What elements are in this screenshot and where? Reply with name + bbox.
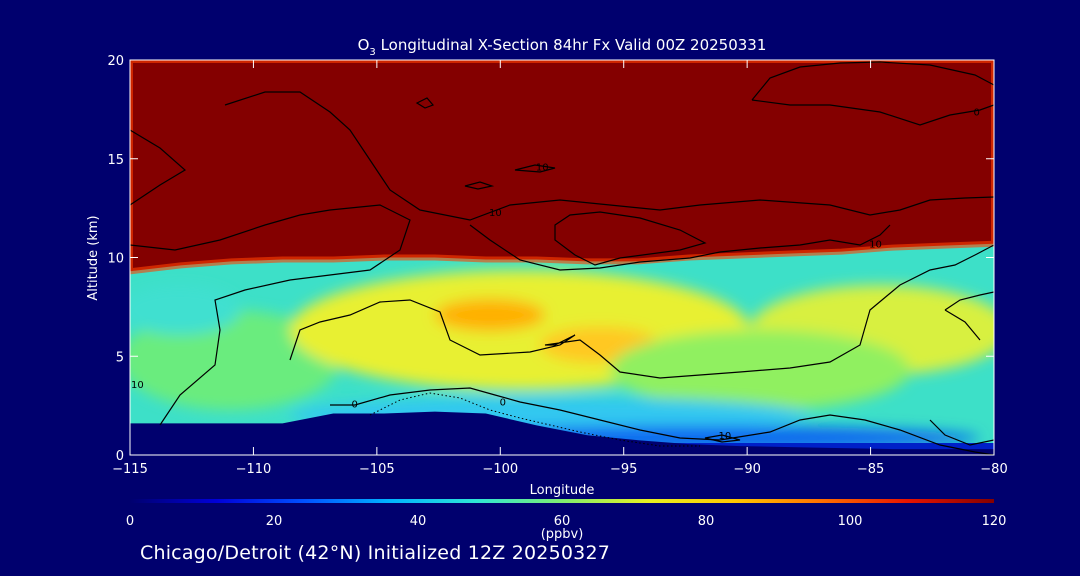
chart-title: O3 Longitudinal X-Section 84hr Fx Valid … <box>358 36 767 58</box>
x-tick-label: −95 <box>610 462 637 477</box>
colorbar-tick-label: 40 <box>410 514 427 529</box>
contour-line <box>704 434 741 443</box>
colorbar-tick-label: 80 <box>698 514 715 529</box>
y-tick-label: 20 <box>107 54 124 69</box>
contour-label: 10 <box>536 163 549 174</box>
x-tick-label: −80 <box>980 462 1007 477</box>
contour-line <box>464 181 495 190</box>
contour-label: 0 <box>974 107 980 118</box>
terrain-mask <box>130 411 994 455</box>
y-axis: 0 5 10 15 20 <box>107 54 994 464</box>
x-tick-label: −85 <box>857 462 884 477</box>
y-tick-label: 15 <box>107 153 124 168</box>
colorbar-tick-label: 120 <box>982 514 1007 529</box>
contour-line <box>929 419 994 446</box>
contour-line <box>224 91 994 221</box>
contour-line <box>330 387 994 455</box>
y-tick-label: 0 <box>116 449 124 464</box>
y-axis-label: Altitude (km) <box>86 215 101 300</box>
contour-line <box>469 224 891 271</box>
contour-line <box>944 309 981 341</box>
ozone-region-green-west <box>130 310 340 410</box>
colorbar-tick-label: 60 <box>554 514 571 529</box>
colorbar-ticks: 0 20 40 60 80 100 120 <box>126 514 1007 529</box>
plot-area: 10 0 0 10 10 10 10 0 <box>130 60 994 455</box>
contour-label: 0 <box>500 398 506 409</box>
contour-line <box>554 211 707 266</box>
contour-line <box>130 204 411 426</box>
contour-line <box>130 129 187 206</box>
contour-line <box>514 164 556 173</box>
footer-caption: Chicago/Detroit (42°N) Initialized 12Z 2… <box>140 542 611 564</box>
colorbar-tick-label: 20 <box>266 514 283 529</box>
contour-line <box>944 291 994 311</box>
y-tick-label: 10 <box>107 252 124 267</box>
ozone-region-cyan-west <box>130 285 240 335</box>
x-axis-label: Longitude <box>530 483 595 498</box>
contour-label: 10 <box>719 431 732 442</box>
contour-label: 10 <box>489 208 502 219</box>
contour-label: 10 <box>869 240 882 251</box>
contour-labels: 10 0 0 10 10 10 10 0 <box>131 107 980 442</box>
contour-lines <box>130 61 994 455</box>
contour-line <box>415 97 435 109</box>
ozone-region-orange-peak <box>435 299 545 331</box>
x-tick-label: −115 <box>112 462 148 477</box>
x-tick-label: −90 <box>733 462 760 477</box>
colorbar-tick-label: 0 <box>126 514 134 529</box>
x-tick-label: −105 <box>359 462 395 477</box>
colorbar-tick-label: 100 <box>838 514 863 529</box>
contour-label: 0 <box>351 400 357 411</box>
x-tick-label: −100 <box>482 462 518 477</box>
x-axis: −115 −110 −105 −100 −95 −90 −85 −80 <box>112 60 1008 477</box>
contour-line <box>289 244 994 379</box>
contour-line <box>751 99 994 126</box>
contour-line <box>751 61 994 101</box>
colorbar <box>130 499 994 503</box>
x-tick-label: −110 <box>236 462 272 477</box>
contour-label: 10 <box>131 380 144 391</box>
tropopause-layer <box>130 60 994 275</box>
colorbar-unit: (ppbv) <box>541 527 584 542</box>
y-tick-label: 5 <box>116 350 124 365</box>
